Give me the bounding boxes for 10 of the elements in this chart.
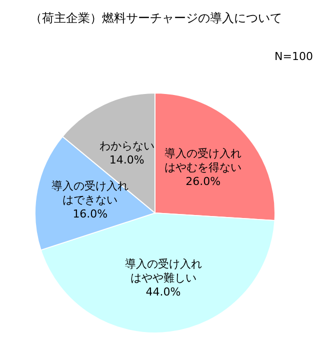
data-label: 14.0% [109,153,144,166]
slice-label: わからない [99,139,154,152]
chart-title: （荷主企業）燃料サーチャージの導入について [30,10,282,27]
slice-label: 導入の受け入れはできない [52,180,129,207]
slice-label: 導入の受け入れはやや難しい [124,257,202,284]
data-label: 44.0% [146,285,181,298]
slice-label: 導入の受け入れはやむを得ない [164,146,242,174]
data-label: 16.0% [72,208,108,221]
text: N=100 [274,50,313,63]
data-label: 26.0% [186,174,221,188]
